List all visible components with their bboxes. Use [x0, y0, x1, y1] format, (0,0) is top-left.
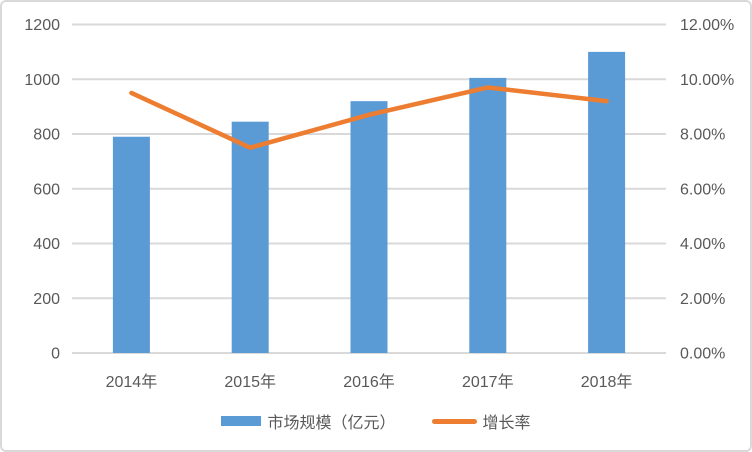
x-axis-label: 2015年 — [224, 373, 276, 391]
bar-2014年 — [112, 136, 150, 353]
legend-item-growth-rate: 增长率 — [431, 409, 531, 433]
growth-rate-line — [129, 85, 609, 150]
x-axis-label: 2014年 — [106, 373, 158, 391]
bar-2016年 — [350, 101, 388, 354]
bar-2015年 — [231, 121, 269, 354]
right-axis-tick: 0.00% — [680, 346, 725, 363]
x-axis-label: 2017年 — [462, 373, 514, 391]
bar-series-swatch — [221, 416, 262, 426]
legend-label-market-size: 市场规模（亿元） — [267, 415, 396, 432]
right-axis-tick: 2.00% — [680, 291, 725, 308]
left-axis-tick: 200 — [33, 291, 60, 308]
bar-2018年 — [588, 51, 626, 353]
right-axis-tick: 8.00% — [680, 127, 725, 144]
legend-item-market-size: 市场规模（亿元） — [221, 409, 396, 433]
chart-legend: 市场规模（亿元） 增长率 — [2, 407, 750, 435]
bar-2017年 — [469, 77, 507, 353]
x-axis-label: 2018年 — [581, 373, 633, 391]
left-axis-tick: 400 — [33, 236, 60, 253]
left-axis-tick: 0 — [51, 346, 60, 363]
right-axis-tick: 10.00% — [680, 72, 734, 89]
left-axis-tick: 800 — [33, 127, 60, 144]
right-axis-tick: 6.00% — [680, 181, 725, 198]
line-series-swatch — [431, 418, 477, 424]
left-axis-tick: 1000 — [24, 72, 60, 89]
left-axis-tick: 600 — [33, 181, 60, 198]
x-axis-label: 2016年 — [343, 373, 395, 391]
left-axis-tick: 1200 — [24, 17, 60, 34]
right-axis-tick: 4.00% — [680, 236, 725, 253]
legend-label-growth-rate: 增长率 — [482, 415, 531, 432]
right-axis-tick: 12.00% — [680, 17, 734, 34]
